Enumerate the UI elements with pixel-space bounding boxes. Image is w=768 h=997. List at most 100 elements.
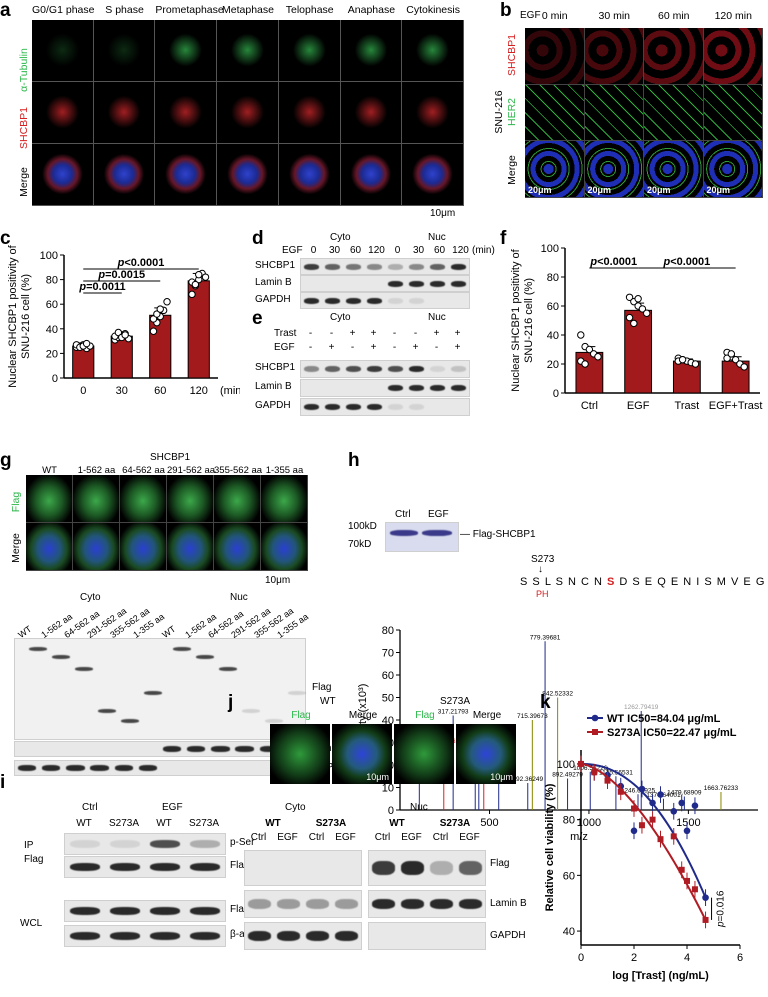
- cell-signal: [410, 26, 455, 74]
- blot-band: [366, 403, 383, 411]
- row-label-b-merge: Merge: [506, 155, 518, 185]
- blot-band: [366, 297, 383, 304]
- micrograph-cell: 10μm: [456, 724, 516, 784]
- treat-label-j: EGF: [401, 832, 422, 843]
- blot-band: [162, 746, 182, 752]
- residue: D: [619, 576, 633, 588]
- column-header-a: Prometaphase: [155, 4, 224, 16]
- sign-label-e: -: [392, 342, 397, 353]
- wcl-label: WCL: [20, 918, 43, 929]
- blot-strip-i: [64, 856, 226, 878]
- protein-label-d: SHCBP1: [255, 260, 296, 271]
- panel-label-g: g: [0, 450, 12, 471]
- legend-marker: [591, 714, 599, 722]
- y-tick-label: 70: [382, 648, 394, 660]
- lane-label-d: 0: [310, 245, 317, 256]
- panel-b-image-grid: 20μm 20μm 20μm 20μm: [525, 28, 763, 198]
- blot-band: [345, 403, 362, 411]
- row-label-g-merge: Merge: [10, 533, 22, 563]
- construct-header-g: WT: [42, 465, 57, 476]
- blot-strip-j-cyto: [244, 850, 362, 886]
- data-point: [191, 280, 200, 289]
- y-tick-label: 0: [553, 388, 559, 400]
- lane-label-d: 30: [412, 245, 425, 256]
- y-tick-label: 80: [46, 275, 58, 287]
- x-tick-label: EGF+Trast: [709, 400, 763, 412]
- blot-strip-j-nuc: [368, 922, 486, 950]
- scalebar-b: 20μm: [528, 184, 552, 195]
- x-tick-label: Trast: [675, 400, 700, 412]
- data-point-s273a: [684, 877, 690, 884]
- blot-strip-g-gapdh: [14, 760, 306, 776]
- data-point: [727, 350, 736, 358]
- residue: N: [683, 576, 697, 588]
- column-header-a: G0/G1 phase: [32, 4, 95, 16]
- scalebar-b: 20μm: [587, 184, 612, 195]
- x-tick-label: 60: [154, 385, 166, 397]
- blot-band: [366, 365, 383, 373]
- sign-label-e: +: [370, 328, 377, 339]
- micrograph-cell: [340, 144, 403, 206]
- blot-band: [235, 746, 254, 752]
- residue: S: [632, 576, 645, 588]
- data-point-wt: [702, 894, 709, 901]
- treat-label-j: Ctrl: [250, 832, 267, 843]
- lane-label-d: 60: [349, 245, 362, 256]
- y-axis-label: SNU-216 cell (%): [523, 278, 535, 363]
- chart-f: 0 20 40 60 80 100 Ctrl EGF Trast EGF+Trast Nuclear…: [510, 243, 763, 412]
- data-point-wt: [691, 802, 699, 810]
- blot-band: [387, 280, 404, 287]
- sign-label-e: +: [412, 342, 419, 353]
- peak-label: 892.49279: [552, 772, 583, 779]
- row-label-tubulin: α-Tubulin: [18, 48, 30, 92]
- micrograph-cell: [525, 28, 585, 85]
- site-label: S273: [531, 554, 555, 565]
- sign-label-e: +: [454, 342, 461, 353]
- fraction-label-cyto: Cyto: [330, 232, 351, 243]
- blot-band: [324, 297, 341, 304]
- blot-band: [138, 765, 158, 771]
- blot-band: [189, 863, 221, 871]
- x-axis-label: m/z: [570, 831, 588, 840]
- micrograph-cell: [214, 523, 261, 571]
- p-value-annotation: p<0.0001: [589, 256, 637, 268]
- bar: [624, 309, 653, 394]
- blot-band: [387, 403, 404, 411]
- cell-line-label-b: SNU-216: [493, 90, 505, 134]
- blot-band: [408, 297, 425, 304]
- ph-label: PH: [536, 589, 549, 599]
- residue: E: [670, 576, 684, 588]
- micrograph-cell: [155, 82, 218, 144]
- x-tick-label: 1000: [577, 817, 601, 829]
- residue: N: [567, 576, 581, 588]
- cell-signal: [225, 26, 270, 74]
- panel-label-e: e: [252, 308, 263, 329]
- data-point-wt: [649, 799, 656, 807]
- data-point: [188, 290, 196, 299]
- blot-band: [429, 365, 446, 373]
- data-point-s273a: [657, 836, 664, 843]
- y-tick-label: 40: [563, 926, 575, 938]
- data-point-s273a: [604, 777, 611, 784]
- blot-band: [66, 765, 85, 771]
- row-label-b-shcbp1: SHCBP1: [506, 33, 518, 77]
- treat-label-j: Ctrl: [374, 832, 391, 843]
- blot-strip-i: [64, 900, 226, 922]
- blot-band: [450, 263, 467, 270]
- y-axis-label: Nuclear SHCBP1 positivity of: [510, 248, 522, 391]
- row-label-shcbp1: SHCBP1: [18, 106, 30, 150]
- sign-label-e: +: [370, 342, 377, 353]
- coomassie-gel: [385, 522, 459, 552]
- peak-label: 1663.76233: [704, 785, 739, 792]
- lane-label-d: 0: [394, 245, 401, 256]
- blot-band: [408, 280, 425, 287]
- panel-label-c: c: [0, 228, 11, 249]
- data-point: [634, 295, 642, 303]
- blot-label-j: GAPDH: [490, 930, 526, 941]
- cell-signal: [163, 88, 209, 136]
- blot-band: [29, 647, 48, 651]
- panel-label-h: h: [348, 450, 360, 471]
- blot-strip-i: [64, 833, 226, 855]
- column-header-a: Telophase: [285, 4, 334, 16]
- y-tick-label: 50: [382, 693, 394, 705]
